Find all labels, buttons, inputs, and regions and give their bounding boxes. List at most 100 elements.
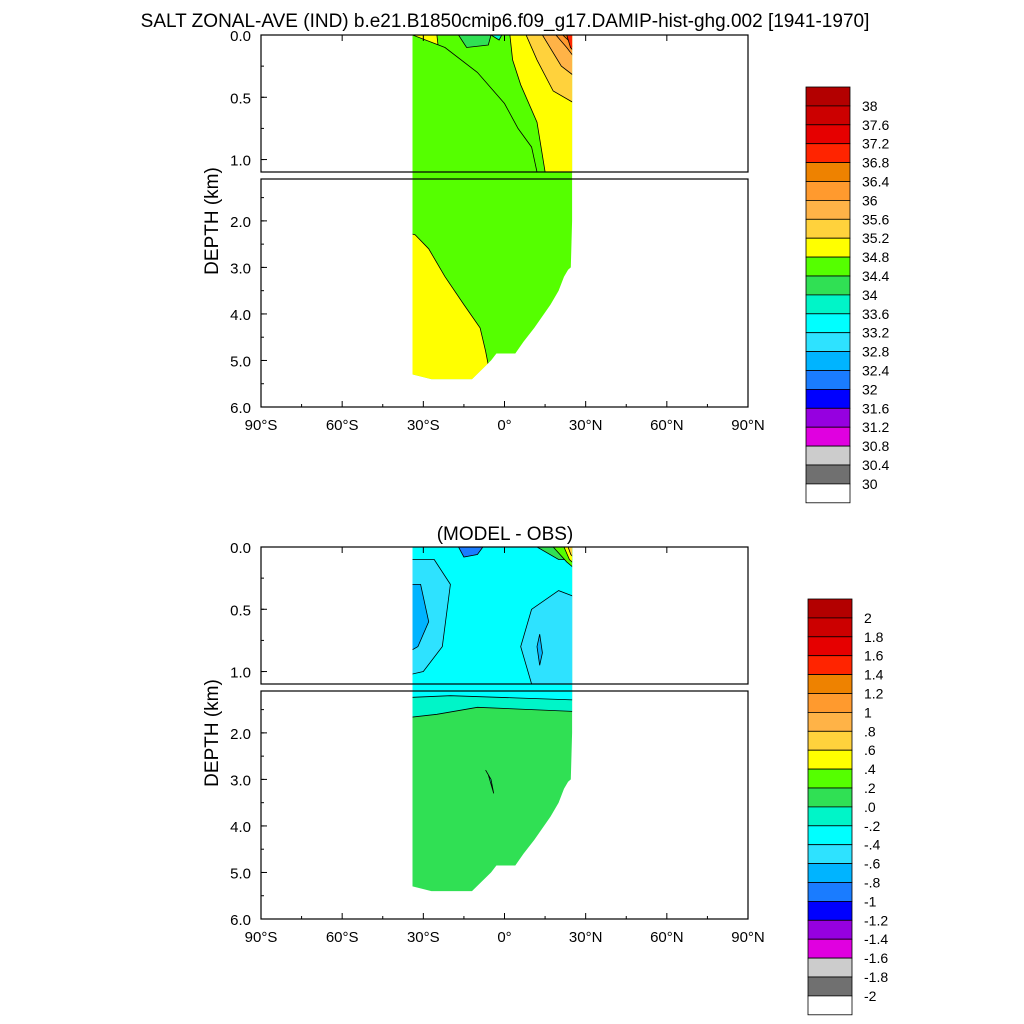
colorbar-label: 37.2 bbox=[862, 136, 889, 152]
x-tick-label: 30°S bbox=[407, 929, 440, 946]
colorbar-label: 34.4 bbox=[862, 268, 889, 284]
x-tick-label: 30°N bbox=[569, 417, 603, 434]
colorbar-label: 1 bbox=[864, 704, 872, 720]
colorbar-swatch bbox=[807, 806, 853, 827]
x-tick-label: 90°S bbox=[245, 417, 278, 434]
colorbar-swatch bbox=[805, 445, 851, 466]
colorbar-swatch bbox=[807, 693, 853, 713]
panel-title-difference: (MODEL - OBS) bbox=[437, 524, 574, 545]
colorbar-label: 32 bbox=[862, 381, 878, 397]
colorbar-label: 34.8 bbox=[862, 249, 889, 265]
core-equatorial bbox=[536, 634, 543, 666]
y-tick-label: 2.0 bbox=[230, 214, 251, 231]
colorbar-label: 1.8 bbox=[864, 629, 884, 645]
colorbar-swatch bbox=[807, 938, 853, 959]
colorbar-label: 36.4 bbox=[862, 174, 889, 190]
colorbar-swatch bbox=[807, 863, 853, 883]
colorbar-swatch bbox=[805, 370, 851, 390]
colorbar-swatch bbox=[807, 919, 853, 940]
main-title: SALT ZONAL-AVE (IND) b.e21.B1850cmip6.f0… bbox=[141, 11, 870, 32]
y-tick-label: 5.0 bbox=[230, 865, 251, 882]
band-surface-2 bbox=[552, 547, 573, 579]
x-tick-label: 60°N bbox=[650, 417, 684, 434]
colorbar-swatch bbox=[807, 995, 853, 1016]
y-tick-label: 1.0 bbox=[230, 665, 251, 682]
core-south bbox=[412, 584, 430, 660]
colorbar-swatch bbox=[805, 313, 851, 334]
colorbar-label: -.4 bbox=[864, 837, 881, 853]
band-surface-4 bbox=[563, 547, 573, 576]
colorbar-swatch bbox=[807, 787, 853, 808]
colorbar-label: 35.6 bbox=[862, 211, 889, 227]
x-tick-label: 90°N bbox=[731, 929, 765, 946]
colorbar-swatch bbox=[805, 256, 851, 277]
colorbar-label: -1.2 bbox=[864, 912, 888, 928]
colorbar-swatch bbox=[805, 351, 851, 371]
colorbar-label: 1.6 bbox=[864, 648, 884, 664]
colorbar-label: 30 bbox=[862, 476, 878, 492]
colorbar-swatch bbox=[807, 844, 853, 865]
y-tick-label: 6.0 bbox=[230, 400, 251, 417]
colorbar-swatch bbox=[805, 407, 851, 428]
colorbar-swatch bbox=[807, 674, 853, 694]
colorbar-label: 31.6 bbox=[862, 400, 889, 416]
colorbar-swatch bbox=[805, 218, 851, 239]
x-tick-label: 30°S bbox=[407, 417, 440, 434]
colorbar-swatch bbox=[805, 124, 851, 145]
colorbar-swatch bbox=[807, 598, 853, 619]
colorbar-label: .0 bbox=[864, 799, 876, 815]
colorbar-swatch bbox=[807, 976, 853, 997]
y-tick-label: 3.0 bbox=[230, 260, 251, 277]
colorbar-swatch bbox=[807, 636, 853, 657]
colorbar-label: .8 bbox=[864, 723, 876, 739]
colorbar-swatch bbox=[807, 655, 853, 676]
colorbar-swatch bbox=[807, 768, 853, 789]
colorbar-label: -1.8 bbox=[864, 969, 888, 985]
colorbar-swatch bbox=[807, 617, 853, 638]
colorbar-swatch bbox=[805, 332, 851, 353]
colorbar-swatch bbox=[805, 86, 851, 107]
colorbar-swatch bbox=[807, 957, 853, 978]
colorbar-swatch bbox=[805, 294, 851, 315]
y-tick-label: 5.0 bbox=[230, 353, 251, 370]
x-tick-label: 0° bbox=[497, 417, 511, 434]
panel-model-minus-obs: 0.00.51.02.03.04.05.06.090°S 60°S 30°S 0° 30… bbox=[202, 540, 888, 1016]
colorbar-label: 30.8 bbox=[862, 438, 889, 454]
colorbar-swatch bbox=[807, 712, 853, 732]
y-tick-label: 0.5 bbox=[230, 602, 251, 619]
y-tick-label: 0.0 bbox=[230, 28, 251, 45]
colorbar-1: 21.81.61.41.21.8.6.4.2.0-.2-.4-.6-.8-1-1… bbox=[807, 598, 888, 1016]
band-36-4 bbox=[561, 35, 573, 72]
colorbar-swatch bbox=[805, 105, 851, 126]
x-tick-label: 0° bbox=[497, 929, 511, 946]
ocean-field-1 bbox=[412, 547, 573, 892]
ocean-field-0 bbox=[412, 35, 573, 380]
colorbar-label: -.6 bbox=[864, 856, 881, 872]
colorbar-swatch bbox=[805, 275, 851, 296]
y-tick-label: 4.0 bbox=[230, 819, 251, 836]
colorbar-swatch bbox=[805, 143, 851, 163]
colorbar-swatch bbox=[805, 237, 851, 258]
colorbar-label: 2 bbox=[864, 610, 872, 626]
colorbar-swatch bbox=[805, 199, 851, 220]
y-tick-label: 1.0 bbox=[230, 153, 251, 170]
band-37 bbox=[566, 35, 573, 66]
colorbar-swatch bbox=[807, 901, 853, 921]
colorbar-label: 32.4 bbox=[862, 363, 889, 379]
colorbar-label: 30.4 bbox=[862, 457, 889, 473]
x-tick-label: 60°N bbox=[650, 929, 684, 946]
colorbar-label: -.8 bbox=[864, 875, 881, 891]
colorbar-label: .4 bbox=[864, 761, 876, 777]
band-35-6 bbox=[541, 35, 573, 86]
colorbar-label: 33.2 bbox=[862, 325, 889, 341]
y-axis-label: DEPTH (km) bbox=[202, 679, 223, 787]
y-tick-label: 4.0 bbox=[230, 307, 251, 324]
colorbar-label: 34 bbox=[862, 287, 878, 303]
colorbar-swatch bbox=[805, 388, 851, 409]
colorbar-label: 1.4 bbox=[864, 667, 884, 683]
y-tick-label: 2.0 bbox=[230, 726, 251, 743]
colorbar-swatch bbox=[805, 483, 851, 504]
colorbar-label: -1 bbox=[864, 893, 877, 909]
y-tick-label: 3.0 bbox=[230, 772, 251, 789]
